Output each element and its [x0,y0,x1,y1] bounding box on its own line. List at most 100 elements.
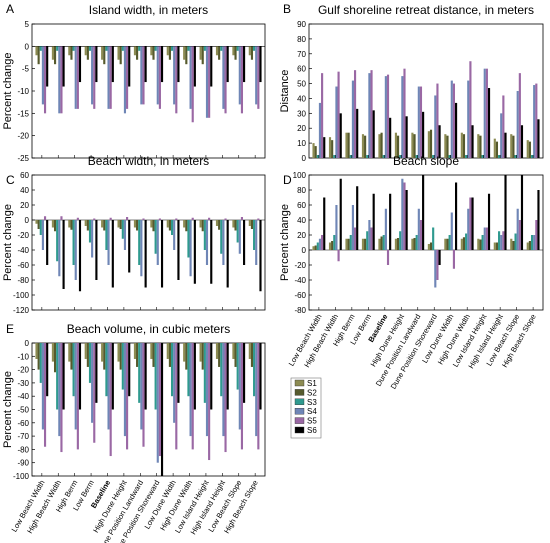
bar [353,70,357,158]
bar [76,343,79,450]
bar [208,217,211,220]
bar [126,46,129,109]
bar [411,238,414,250]
bar [43,216,47,220]
axes-frame [31,23,266,159]
y-tick-label: -80 [17,276,29,285]
bar [452,250,456,269]
y-tick-label: -40 [294,276,306,285]
y-tick-label: -80 [17,445,29,454]
bar [493,242,496,250]
bar [495,141,499,158]
bar [199,46,202,60]
bar [222,46,225,109]
bar [493,138,496,158]
bar [111,46,114,83]
bar [467,80,470,158]
bar [331,140,334,158]
bar [72,220,75,265]
bar [74,220,77,280]
axes-frame [308,174,544,311]
bar [84,343,87,359]
bar [58,220,61,277]
bar [103,343,106,370]
bar [173,220,176,250]
bar [337,71,340,158]
bar [177,343,180,403]
bar [191,217,194,220]
bar [370,227,373,250]
y-tick-label: -90 [17,459,29,468]
bar [349,235,352,250]
bar [183,46,186,60]
bar [203,343,206,403]
bar [415,235,418,250]
y-tick-label: -20 [294,261,306,270]
bar [136,343,139,367]
bar [76,217,79,220]
bar [39,343,42,383]
bar [170,343,174,397]
bar [138,46,141,51]
bar [405,116,408,158]
bar [121,343,124,390]
bar [93,46,96,109]
bar [93,343,96,443]
bar [535,220,538,250]
bar [259,46,262,83]
bar [60,216,63,220]
bar [471,125,474,158]
bar [502,231,505,250]
bar [201,343,204,370]
bar [384,208,387,250]
bar [514,155,517,158]
bar [510,238,513,250]
bar [95,46,98,83]
bar [109,217,112,220]
bar [337,250,340,262]
bar [144,220,147,288]
bar [53,343,57,373]
bar [364,238,367,250]
bar [224,46,227,114]
bar [144,46,147,83]
bar [498,155,501,158]
y-tick-label: -60 [294,291,306,300]
bar [510,134,513,158]
bar [498,231,501,250]
bar [318,102,322,158]
y-tick-label: -100 [13,291,30,300]
bar [140,220,143,277]
bar [191,343,194,450]
y-tick-label: 60 [297,201,306,210]
bar [177,46,180,83]
bar [70,220,73,230]
bar [432,155,435,158]
bar [471,197,474,250]
bar [222,343,225,437]
bar [386,250,390,265]
bar [469,197,472,250]
bar [323,197,326,250]
bar [201,46,204,65]
y-axis-label: Distance [279,70,291,113]
bar [150,343,153,359]
bar [481,235,484,250]
y-tick-label: -40 [17,246,29,255]
y-tick-label: -10 [17,87,29,96]
bar [60,343,63,453]
y-tick-label: 50 [297,80,306,89]
legend-label: S2 [307,388,317,397]
bar [460,132,463,158]
y-tick-label: -60 [17,261,29,270]
bar [446,135,449,158]
legend-label: S6 [307,426,317,435]
y-tick-label: -60 [17,419,29,428]
y-tick-label: -25 [17,154,29,163]
bar [469,61,472,158]
bar [224,343,227,453]
bar [193,343,196,410]
y-tick-label: 0 [302,154,307,163]
bar [448,155,451,158]
